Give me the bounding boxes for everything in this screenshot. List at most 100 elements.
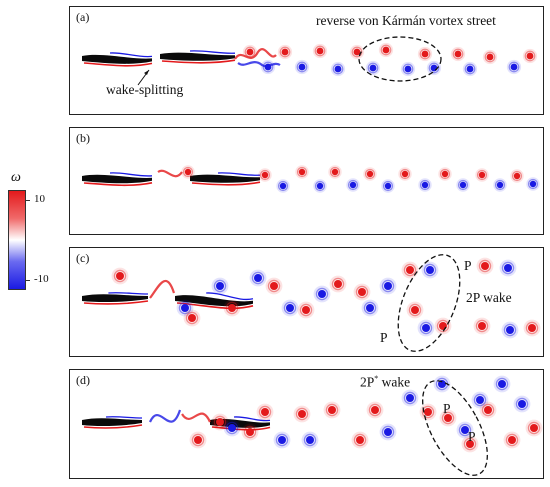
pair-label: P (464, 258, 472, 273)
vortex-ring (421, 405, 435, 419)
vortex-core (430, 64, 438, 72)
boundary-layer (233, 416, 271, 422)
vortex-core (366, 170, 374, 178)
vortex-core (504, 264, 512, 272)
swimmer-body (82, 174, 152, 184)
vortex-core (298, 410, 306, 418)
vortex-core (264, 63, 272, 71)
panel-a: (a) reverse von Kármán vortex street wak… (69, 6, 544, 115)
vortex-core (270, 282, 278, 290)
vortex-ring (332, 63, 344, 75)
vortex-core (466, 65, 474, 73)
vortex-ring (364, 168, 376, 180)
vortex-core (406, 394, 414, 402)
vortex-ring (525, 321, 539, 335)
vortex-ring (408, 303, 422, 317)
vortex-core (411, 306, 419, 314)
vortex-core (334, 280, 342, 288)
vortex-ring (481, 403, 495, 417)
vortex-ring (439, 168, 451, 180)
vortex-core (316, 47, 324, 55)
swimmer-body (160, 52, 235, 61)
vortex-ring (494, 179, 506, 191)
vortex-ring (380, 44, 392, 56)
vortex-ring (463, 437, 477, 451)
vortex-core (184, 168, 192, 176)
vortex-ring (303, 433, 317, 447)
vortex-ring (403, 263, 417, 277)
panel-b: (b) (69, 127, 544, 235)
pair-label: P (468, 429, 476, 444)
arrow-head (144, 70, 149, 75)
boundary-layer (83, 62, 153, 67)
boundary-layer (109, 172, 153, 177)
boundary-layer (83, 182, 153, 187)
boundary-layer (108, 292, 149, 295)
vortex-ring (185, 311, 199, 325)
vortex-core (498, 380, 506, 388)
vortex-ring (505, 433, 519, 447)
vortex-core (318, 290, 326, 298)
vortex-core (302, 306, 310, 314)
shear-layer (149, 279, 176, 299)
vortex-core (496, 181, 504, 189)
vortex-core (181, 304, 189, 312)
boundary-layer (191, 181, 261, 186)
vortex-core (246, 428, 254, 436)
vortex-core (478, 171, 486, 179)
vortex-core (422, 324, 430, 332)
vortex-ring (457, 179, 469, 191)
vortex-core (526, 52, 534, 60)
panel-a-flowfield (82, 36, 538, 86)
vortex-core (384, 428, 392, 436)
vortex-ring (353, 433, 367, 447)
vortex-core (466, 440, 474, 448)
vortex-ring (331, 277, 345, 291)
colorbar-min-label: -10 (34, 273, 49, 285)
vortex-core (261, 408, 269, 416)
vortex-ring (524, 50, 536, 62)
vortex-ring (275, 433, 289, 447)
boundary-layer (83, 424, 143, 429)
swimmer-body (210, 418, 270, 428)
vortex-ring (381, 425, 395, 439)
vortex-pair-outline (397, 254, 461, 352)
vortex-core (384, 282, 392, 290)
vortex-ring (475, 319, 489, 333)
vorticity-colorbar (8, 190, 26, 290)
vortex-ring (113, 269, 127, 283)
vortex-ring (347, 179, 359, 191)
vortex-ring (403, 391, 417, 405)
panel-label: (c) (76, 251, 90, 265)
vortex-ring (178, 301, 192, 315)
vortex-core (421, 181, 429, 189)
vortex-ring (314, 180, 326, 192)
vortex-ring (423, 263, 437, 277)
vortex-core (286, 304, 294, 312)
pair-label: P (380, 330, 388, 345)
vortex-core (358, 288, 366, 296)
vortex-ring (314, 45, 326, 57)
vortex-core (401, 170, 409, 178)
panel-c-flowfield (82, 254, 541, 352)
vortex-core (278, 436, 286, 444)
panel-label: (d) (76, 373, 90, 387)
vortex-core (528, 324, 536, 332)
boundary-layer (105, 416, 143, 419)
vortex-ring (476, 169, 488, 181)
vortex-ring (428, 62, 440, 74)
vortex-ring (191, 433, 205, 447)
swimmer-body (175, 295, 253, 307)
vortex-core (406, 266, 414, 274)
vortex-core (384, 182, 392, 190)
vortex-core (424, 408, 432, 416)
vortex-core (369, 64, 377, 72)
boundary-layer (189, 50, 236, 54)
vortex-core (404, 65, 412, 73)
boundary-layer (217, 172, 261, 176)
vortex-core (421, 50, 429, 58)
shear-layer (148, 409, 182, 423)
shear-layer (237, 61, 281, 68)
vortex-core (510, 63, 518, 71)
vortex-core (484, 406, 492, 414)
